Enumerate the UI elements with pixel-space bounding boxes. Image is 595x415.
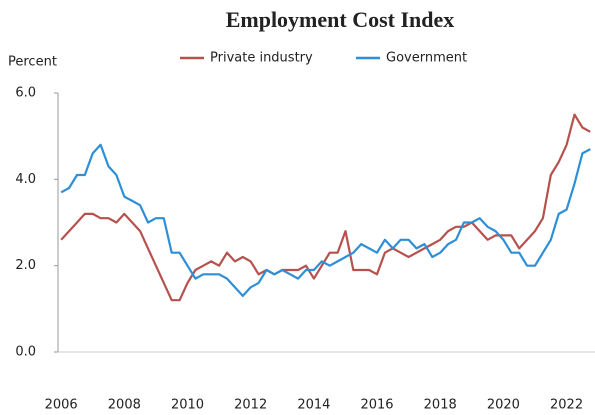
series-line xyxy=(60,113,591,302)
x-tick-label: 2008 xyxy=(108,398,141,413)
y-tick-label: 6.0 xyxy=(15,86,36,101)
y-tick-label: 4.0 xyxy=(15,172,36,187)
x-tick-label: 2018 xyxy=(424,398,457,413)
x-tick-label: 2016 xyxy=(360,398,393,413)
chart-title: Employment Cost Index xyxy=(226,7,455,32)
series-line xyxy=(60,143,591,297)
x-tick-label: 2022 xyxy=(550,398,583,413)
x-tick-label: 2014 xyxy=(297,398,330,413)
x-tick-label: 2012 xyxy=(234,398,267,413)
x-tick-label: 2010 xyxy=(171,398,204,413)
y-axis-label: Percent xyxy=(8,55,57,70)
y-tick-label: 0.0 xyxy=(15,345,36,360)
legend-label: Private industry xyxy=(210,51,313,66)
y-tick-label: 2.0 xyxy=(15,258,36,273)
x-tick-label: 2020 xyxy=(487,398,520,413)
x-tick-label: 2006 xyxy=(45,398,78,413)
legend-label: Government xyxy=(386,51,467,66)
